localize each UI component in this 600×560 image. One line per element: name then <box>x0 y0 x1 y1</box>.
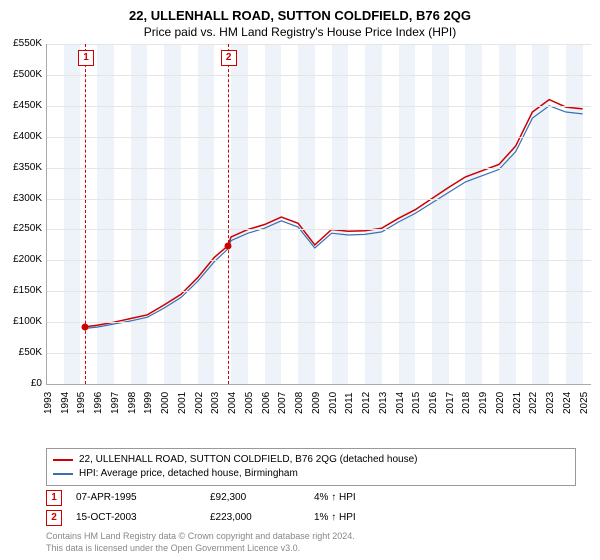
y-tick-label: £200K <box>2 254 42 265</box>
sales-table: 1 07-APR-1995 £92,300 4% ↑ HPI 2 15-OCT-… <box>46 488 576 528</box>
sale-hpi-delta: 4% ↑ HPI <box>314 488 434 508</box>
legend-label: 22, ULLENHALL ROAD, SUTTON COLDFIELD, B7… <box>79 453 417 467</box>
x-tick-label: 2020 <box>495 392 506 414</box>
y-tick-label: £250K <box>2 223 42 234</box>
gridline <box>47 75 591 76</box>
x-tick-label: 2025 <box>579 392 590 414</box>
x-tick-label: 2001 <box>177 392 188 414</box>
x-tick-label: 2006 <box>261 392 272 414</box>
gridline <box>47 353 591 354</box>
x-tick-label: 2021 <box>512 392 523 414</box>
y-tick-label: £300K <box>2 193 42 204</box>
sale-marker-number: 1 <box>78 50 94 66</box>
legend-swatch <box>53 473 73 475</box>
legend-label: HPI: Average price, detached house, Birm… <box>79 467 298 481</box>
y-tick-label: £450K <box>2 100 42 111</box>
y-tick-label: £0 <box>2 378 42 389</box>
x-tick-label: 1999 <box>143 392 154 414</box>
table-row: 2 15-OCT-2003 £223,000 1% ↑ HPI <box>46 508 576 528</box>
sale-marker-vline <box>228 44 229 384</box>
sale-date: 15-OCT-2003 <box>76 508 196 528</box>
sale-dot-icon <box>224 243 231 250</box>
x-tick-label: 2017 <box>445 392 456 414</box>
y-tick-label: £400K <box>2 131 42 142</box>
x-tick-label: 2023 <box>545 392 556 414</box>
x-tick-label: 2000 <box>160 392 171 414</box>
x-tick-label: 2005 <box>244 392 255 414</box>
sale-marker-icon: 2 <box>46 510 62 526</box>
y-tick-label: £150K <box>2 285 42 296</box>
gridline <box>47 229 591 230</box>
legend-item: 22, ULLENHALL ROAD, SUTTON COLDFIELD, B7… <box>53 453 569 467</box>
footer-attribution: Contains HM Land Registry data © Crown c… <box>46 530 576 554</box>
chart-subtitle: Price paid vs. HM Land Registry's House … <box>0 23 600 43</box>
y-tick-label: £100K <box>2 316 42 327</box>
legend-item: HPI: Average price, detached house, Birm… <box>53 467 569 481</box>
x-tick-label: 2024 <box>562 392 573 414</box>
x-tick-label: 2011 <box>344 392 355 414</box>
gridline <box>47 44 591 45</box>
footer-line: Contains HM Land Registry data © Crown c… <box>46 530 576 542</box>
gridline <box>47 137 591 138</box>
x-tick-label: 1998 <box>127 392 138 414</box>
gridline <box>47 291 591 292</box>
gridline <box>47 260 591 261</box>
x-tick-label: 2014 <box>395 392 406 414</box>
x-tick-label: 2022 <box>528 392 539 414</box>
series-line-hpi <box>85 106 583 329</box>
sale-marker-number: 2 <box>221 50 237 66</box>
x-tick-label: 2010 <box>328 392 339 414</box>
x-tick-label: 2013 <box>378 392 389 414</box>
legend-box: 22, ULLENHALL ROAD, SUTTON COLDFIELD, B7… <box>46 448 576 486</box>
x-tick-label: 2008 <box>294 392 305 414</box>
x-tick-label: 2002 <box>194 392 205 414</box>
x-tick-label: 2009 <box>311 392 322 414</box>
x-tick-label: 2007 <box>277 392 288 414</box>
series-line-property <box>85 100 583 327</box>
x-tick-label: 2012 <box>361 392 372 414</box>
line-series-svg <box>47 44 591 384</box>
y-tick-label: £550K <box>2 38 42 49</box>
gridline <box>47 199 591 200</box>
chart-title: 22, ULLENHALL ROAD, SUTTON COLDFIELD, B7… <box>0 0 600 23</box>
plot-region: 12 <box>46 44 591 385</box>
x-tick-label: 2015 <box>411 392 422 414</box>
gridline <box>47 322 591 323</box>
sale-marker-icon: 1 <box>46 490 62 506</box>
y-tick-label: £50K <box>2 347 42 358</box>
x-tick-label: 2019 <box>478 392 489 414</box>
x-tick-label: 2004 <box>227 392 238 414</box>
y-tick-label: £500K <box>2 69 42 80</box>
sale-price: £223,000 <box>210 508 300 528</box>
sale-date: 07-APR-1995 <box>76 488 196 508</box>
sale-dot-icon <box>81 323 88 330</box>
sale-hpi-delta: 1% ↑ HPI <box>314 508 434 528</box>
x-tick-label: 2016 <box>428 392 439 414</box>
x-tick-label: 1995 <box>76 392 87 414</box>
table-row: 1 07-APR-1995 £92,300 4% ↑ HPI <box>46 488 576 508</box>
footer-line: This data is licensed under the Open Gov… <box>46 542 576 554</box>
x-tick-label: 2018 <box>461 392 472 414</box>
sale-price: £92,300 <box>210 488 300 508</box>
x-tick-label: 1993 <box>43 392 54 414</box>
gridline <box>47 168 591 169</box>
gridline <box>47 106 591 107</box>
y-tick-label: £350K <box>2 162 42 173</box>
x-tick-label: 2003 <box>210 392 221 414</box>
legend-swatch <box>53 459 73 461</box>
sale-marker-vline <box>85 44 86 384</box>
x-tick-label: 1996 <box>93 392 104 414</box>
x-tick-label: 1994 <box>60 392 71 414</box>
x-tick-label: 1997 <box>110 392 121 414</box>
chart-area: 12 <box>46 44 590 414</box>
